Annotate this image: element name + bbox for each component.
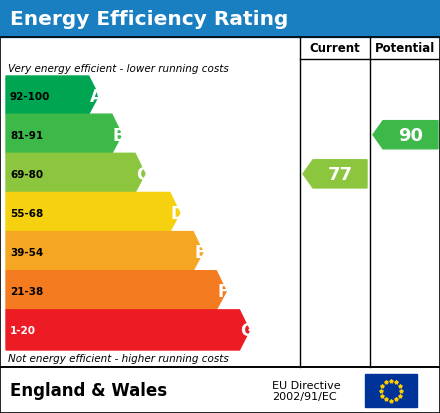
- Text: 90: 90: [398, 126, 423, 145]
- Polygon shape: [6, 193, 180, 232]
- Text: D: D: [171, 204, 185, 223]
- Text: 39-54: 39-54: [10, 247, 43, 258]
- Text: 69-80: 69-80: [10, 169, 43, 179]
- Polygon shape: [6, 271, 226, 310]
- Text: EU Directive: EU Directive: [272, 380, 341, 390]
- Text: 55-68: 55-68: [10, 209, 43, 218]
- Text: Potential: Potential: [375, 43, 435, 55]
- Polygon shape: [6, 77, 99, 115]
- Text: B: B: [113, 126, 125, 145]
- Text: 21-38: 21-38: [10, 287, 43, 297]
- Text: E: E: [194, 244, 205, 261]
- Bar: [0, 0, 440, 38]
- Text: 81-91: 81-91: [10, 131, 43, 140]
- Bar: [0, 367, 440, 413]
- Polygon shape: [6, 115, 122, 154]
- Text: 1-20: 1-20: [10, 325, 36, 336]
- Polygon shape: [6, 232, 203, 271]
- Text: Very energy efficient - lower running costs: Very energy efficient - lower running co…: [8, 63, 229, 74]
- Text: Current: Current: [310, 43, 360, 55]
- Text: Energy Efficiency Rating: Energy Efficiency Rating: [10, 9, 288, 28]
- Text: 92-100: 92-100: [10, 91, 50, 101]
- Text: England & Wales: England & Wales: [10, 381, 167, 399]
- Text: 2002/91/EC: 2002/91/EC: [272, 391, 337, 401]
- Bar: [365, 374, 417, 407]
- Bar: [0, 38, 440, 367]
- Text: F: F: [217, 282, 229, 301]
- Text: G: G: [240, 322, 254, 339]
- Text: C: C: [136, 166, 148, 183]
- Polygon shape: [303, 160, 367, 188]
- Polygon shape: [6, 154, 145, 193]
- Polygon shape: [6, 310, 249, 350]
- Polygon shape: [373, 121, 438, 150]
- Text: A: A: [90, 88, 103, 105]
- Text: Not energy efficient - higher running costs: Not energy efficient - higher running co…: [8, 354, 229, 363]
- Text: 77: 77: [327, 166, 352, 183]
